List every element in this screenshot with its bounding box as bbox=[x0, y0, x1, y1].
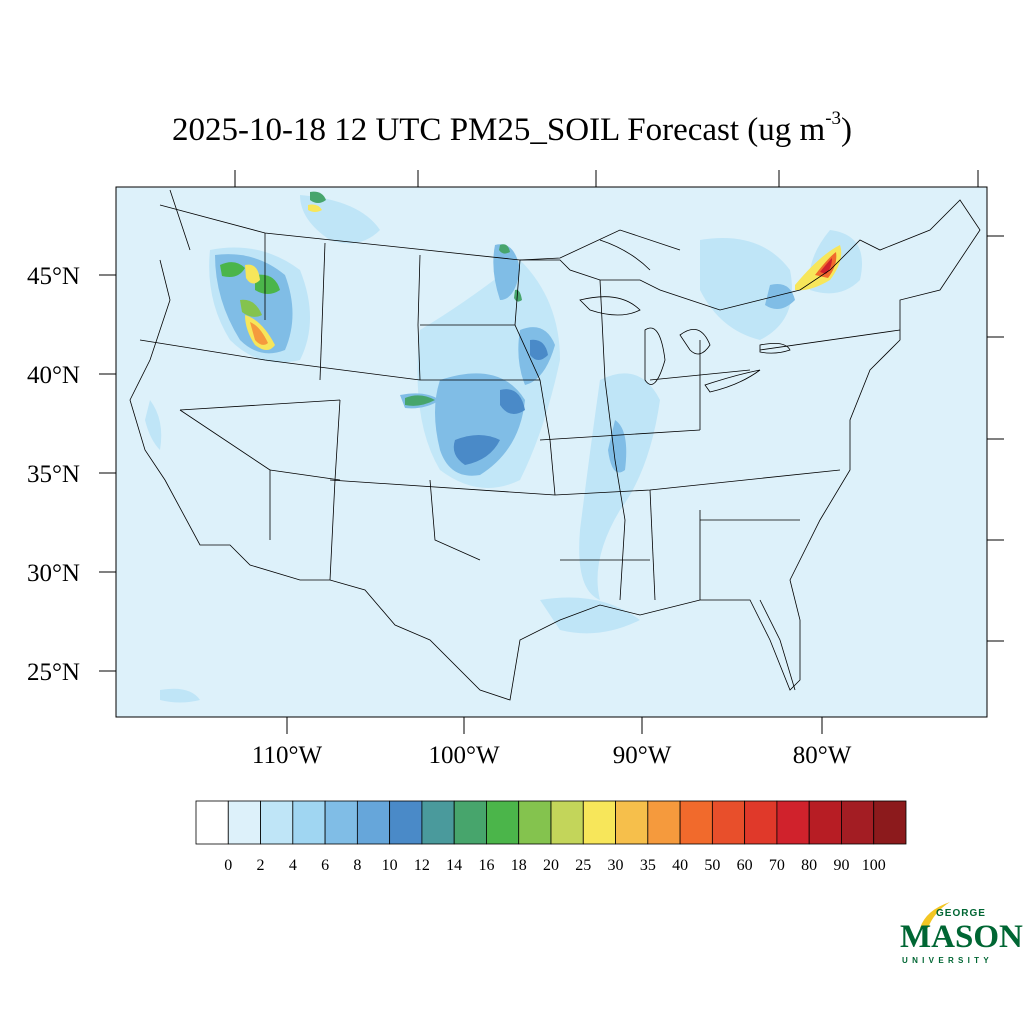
colorbar-label: 12 bbox=[414, 857, 430, 874]
title-close: ) bbox=[841, 112, 853, 148]
colorbar-label: 10 bbox=[382, 857, 398, 874]
colorbar-label: 14 bbox=[446, 857, 462, 874]
colorbar-swatch bbox=[324, 800, 358, 845]
boundaries bbox=[129, 189, 981, 701]
lon-label: 80°W bbox=[793, 742, 852, 769]
latitude-labels: 45°N 40°N 35°N 30°N 25°N bbox=[27, 263, 80, 686]
colorbar-label: 35 bbox=[640, 857, 656, 874]
colorbar-swatch bbox=[841, 800, 875, 845]
title-text: 2025-10-18 12 UTC PM25_SOIL Forecast (ug… bbox=[171, 112, 826, 148]
colorbar-swatch bbox=[711, 800, 746, 845]
colorbar-swatch bbox=[744, 800, 778, 845]
gmu-logo: GEORGE MASON UNIVERSITY bbox=[898, 898, 1023, 968]
colorbar-swatch bbox=[518, 800, 552, 845]
colorbar-label: 60 bbox=[737, 857, 753, 874]
lat-label: 45°N bbox=[27, 263, 80, 290]
colorbar-label: 8 bbox=[353, 857, 361, 874]
colorbar-label: 40 bbox=[672, 857, 688, 874]
colorbar-swatch bbox=[195, 800, 229, 845]
colorbar-swatch bbox=[615, 800, 649, 845]
colorbar-swatch bbox=[582, 800, 616, 845]
colorbar-swatch bbox=[292, 800, 326, 845]
colorbar-swatch bbox=[389, 800, 423, 845]
colorbar-label: 18 bbox=[511, 857, 527, 874]
lon-label: 110°W bbox=[252, 742, 323, 769]
colorbar-swatch bbox=[679, 800, 713, 845]
colorbar-label: 30 bbox=[608, 857, 624, 874]
colorbar-label: 25 bbox=[575, 857, 591, 874]
colorbar-swatch bbox=[453, 800, 487, 845]
lat-label: 30°N bbox=[27, 560, 80, 587]
colorbar-label: 80 bbox=[801, 857, 817, 874]
colorbar-swatch bbox=[647, 800, 681, 845]
colorbar-label: 2 bbox=[257, 857, 265, 874]
colorbar-swatch bbox=[486, 800, 520, 845]
lat-label: 40°N bbox=[27, 362, 80, 389]
colorbar-label: 16 bbox=[478, 857, 494, 874]
colorbar-label: 20 bbox=[543, 857, 559, 874]
colorbar-swatch bbox=[776, 800, 810, 845]
colorbar: 0 2 4 6 8 10 12 14 16 18 20 25 30 35 40 50 60 70 80 90 100 bbox=[195, 800, 907, 874]
colorbar-swatch bbox=[227, 800, 261, 845]
colorbar-label: 4 bbox=[289, 857, 297, 874]
colorbar-swatch bbox=[356, 800, 391, 845]
colorbar-label: 50 bbox=[704, 857, 720, 874]
colorbar-swatch bbox=[550, 800, 584, 845]
chart-title: 2025-10-18 12 UTC PM25_SOIL Forecast (ug… bbox=[0, 109, 1024, 149]
lon-label: 90°W bbox=[613, 742, 672, 769]
lat-label: 35°N bbox=[27, 461, 80, 488]
map-frame bbox=[115, 186, 988, 718]
lon-label: 100°W bbox=[428, 742, 499, 769]
axis-ticks bbox=[99, 170, 1004, 734]
colorbar-label: 6 bbox=[321, 857, 329, 874]
longitude-labels: 110°W 100°W 90°W 80°W bbox=[252, 742, 852, 769]
logo-swoosh-icon bbox=[920, 902, 950, 928]
colorbar-label: 70 bbox=[769, 857, 785, 874]
logo-line2: MASON bbox=[900, 919, 1023, 955]
colorbar-swatch bbox=[421, 800, 455, 845]
lat-label: 25°N bbox=[27, 659, 80, 686]
colorbar-label: 90 bbox=[833, 857, 849, 874]
colorbar-swatch bbox=[808, 800, 842, 845]
title-exponent: -3 bbox=[825, 108, 842, 129]
colorbar-label: 100 bbox=[862, 857, 886, 874]
contour-field bbox=[145, 191, 862, 703]
logo-line3: UNIVERSITY bbox=[902, 956, 994, 965]
logo-line1: GEORGE bbox=[936, 908, 986, 919]
colorbar-swatch bbox=[260, 800, 294, 845]
colorbar-swatch bbox=[873, 800, 907, 845]
colorbar-label: 0 bbox=[224, 857, 232, 874]
